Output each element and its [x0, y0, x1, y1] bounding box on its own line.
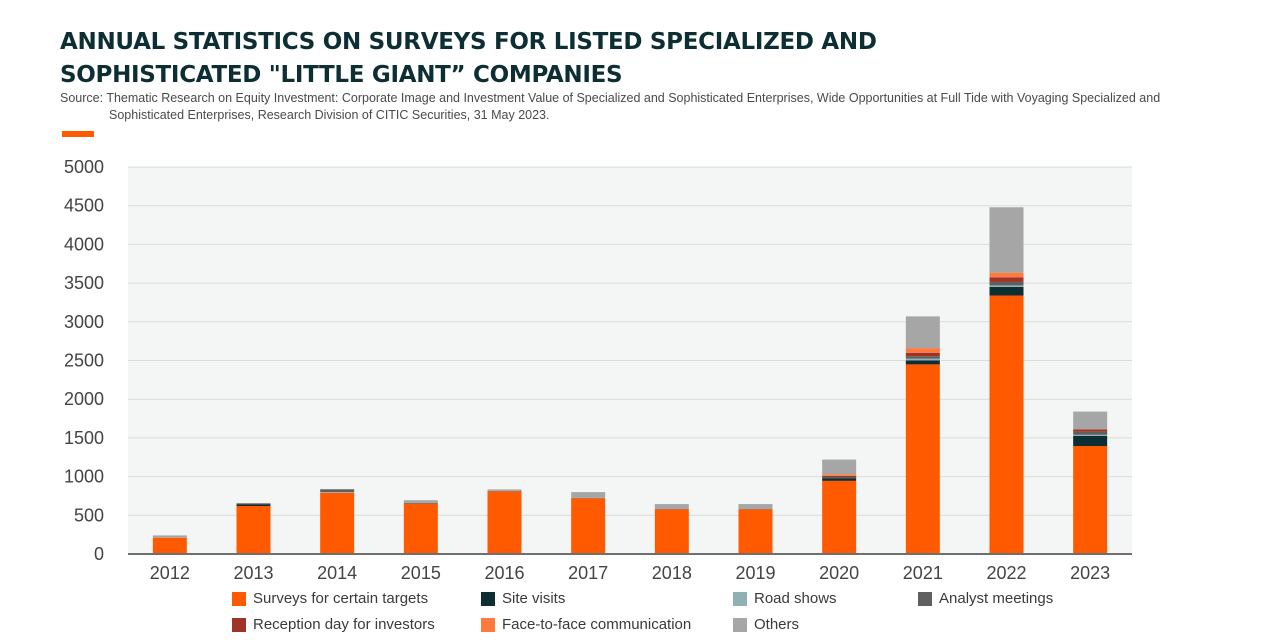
y-tick-label: 4000: [64, 234, 104, 254]
y-tick-label: 2500: [64, 351, 104, 371]
bar-segment-2012-s0: [152, 537, 187, 554]
legend-swatch: [918, 591, 932, 606]
bar-segment-2018-s6: [654, 504, 689, 510]
bar-segment-2016-s0: [487, 491, 522, 554]
y-tick-label: 0: [94, 544, 104, 564]
bar-segment-2020-s3: [822, 476, 857, 479]
bar-segment-2018-s0: [654, 509, 689, 554]
legend-swatch: [232, 591, 246, 606]
y-tick-label: 2000: [64, 389, 104, 409]
bar-segment-2021-s4: [905, 352, 940, 357]
x-tick-label: 2014: [317, 563, 357, 583]
bar-segment-2017-s6: [571, 492, 606, 498]
bar-segment-2014-s2: [320, 492, 355, 493]
legend-swatch: [733, 617, 747, 632]
bar-segment-2020-s4: [822, 475, 857, 477]
bar-segment-2022-s0: [989, 295, 1024, 554]
bar-segment-2023-s2: [1073, 434, 1108, 436]
bar-segment-2013-s3: [236, 503, 271, 505]
bar-segment-2017-s0: [571, 498, 606, 554]
bar-segment-2021-s5: [905, 348, 940, 353]
bar-segment-2023-s0: [1073, 446, 1108, 554]
bar-segment-2014-s3: [320, 489, 355, 493]
bar-segment-2021-s0: [905, 364, 940, 554]
accent-bar: [62, 131, 94, 137]
bar-segment-2013-s0: [236, 506, 271, 554]
bar-segment-2022-s5: [989, 272, 1024, 278]
x-tick-label: 2020: [819, 563, 859, 583]
chart-title-line-1: ANNUAL STATISTICS ON SURVEYS FOR LISTED …: [60, 29, 877, 55]
y-tick-label: 1500: [64, 428, 104, 448]
bar-segment-2023-s4: [1073, 429, 1108, 432]
chart-legend: Surveys for certain targets Site visits Ro…: [232, 590, 1192, 640]
y-tick-label: 1000: [64, 467, 104, 487]
legend-label: Site visits: [502, 590, 566, 607]
legend-label: Road shows: [754, 590, 837, 607]
bar-segment-2020-s0: [822, 480, 857, 554]
legend-item: Reception day for investors: [232, 616, 435, 633]
bar-segment-2014-s0: [320, 492, 355, 554]
bar-segment-2013-s1: [236, 504, 271, 507]
bar-segment-2019-s0: [738, 509, 773, 554]
bar-segment-2019-s6: [738, 504, 773, 510]
bar-segment-2021-s2: [905, 358, 940, 361]
x-tick-label: 2012: [150, 563, 190, 583]
bar-segment-2015-s3: [403, 502, 438, 504]
legend-label: Reception day for investors: [253, 616, 435, 633]
bar-segment-2015-s0: [403, 503, 438, 554]
x-tick-label: 2013: [233, 563, 273, 583]
y-tick-label: 500: [74, 505, 104, 525]
bar-segment-2022-s2: [989, 285, 1024, 287]
y-tick-label: 3000: [64, 312, 104, 332]
legend-item: Others: [733, 616, 799, 633]
bar-segment-2022-s1: [989, 286, 1024, 296]
bar-segment-2016-s6: [487, 489, 522, 491]
x-tick-label: 2016: [484, 563, 524, 583]
legend-swatch: [481, 617, 495, 632]
bar-segment-2023-s1: [1073, 435, 1108, 447]
legend-swatch: [481, 591, 495, 606]
bar-segment-2020-s6: [822, 459, 857, 475]
bar-segment-2022-s3: [989, 281, 1024, 286]
legend-label: Surveys for certain targets: [253, 590, 429, 607]
stacked-bar-chart: 0 500 1000 1500 2000 2500 3000 3500 4000 4500 5000…: [64, 157, 1132, 583]
bar-segment-2021-s1: [905, 360, 940, 365]
x-tick-label: 2015: [401, 563, 441, 583]
bar-segment-2015-s6: [403, 500, 438, 503]
legend-item: Road shows: [733, 590, 837, 607]
x-tick-label: 2018: [652, 563, 692, 583]
source-note: Source: Thematic Research on Equity Inve…: [60, 91, 1161, 122]
bar-segment-2020-s1: [822, 478, 857, 481]
x-tick-label: 2021: [903, 563, 943, 583]
legend-label: Face-to-face communication: [502, 616, 692, 633]
legend-item: Face-to-face communication: [481, 616, 691, 633]
legend-item: Surveys for certain targets: [232, 590, 428, 607]
y-tick-label: 3500: [64, 273, 104, 293]
bar-segment-2021-s6: [905, 316, 940, 349]
x-tick-label: 2022: [986, 563, 1026, 583]
chart-title-line-2: SOPHISTICATED "LITTLE GIANT” COMPANIES: [60, 62, 623, 88]
chart-title: ANNUAL STATISTICS ON SURVEYS FOR LISTED …: [60, 26, 960, 92]
bar-segment-2012-s6: [152, 535, 187, 538]
legend-label: Analyst meetings: [939, 590, 1054, 607]
bar-segment-2022-s6: [989, 207, 1024, 273]
bar-segment-2021-s3: [905, 356, 940, 359]
bar-segment-2022-s4: [989, 277, 1024, 282]
bar-segment-2023-s6: [1073, 411, 1108, 430]
legend-item: Analyst meetings: [918, 590, 1053, 607]
legend-label: Others: [754, 616, 800, 633]
x-tick-label: 2023: [1070, 563, 1110, 583]
legend-item: Site visits: [481, 590, 565, 607]
bar-segment-2023-s3: [1073, 431, 1108, 435]
x-tick-label: 2017: [568, 563, 608, 583]
legend-swatch: [232, 617, 246, 632]
bar-segment-2020-s5: [822, 474, 857, 476]
y-tick-label: 5000: [64, 157, 104, 177]
y-tick-label: 4500: [64, 196, 104, 216]
x-tick-label: 2019: [735, 563, 775, 583]
legend-swatch: [733, 591, 747, 606]
